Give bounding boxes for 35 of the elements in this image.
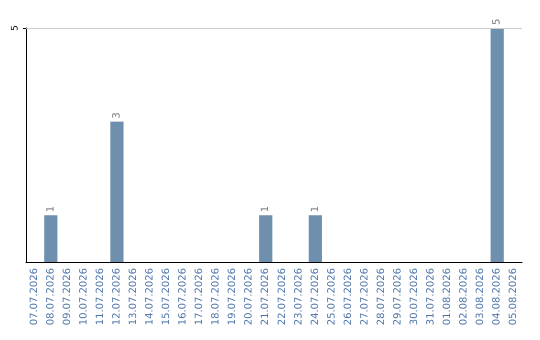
x-tick-label: 28.07.2026 (376, 268, 387, 326)
x-tick-label: 02.08.2026 (458, 268, 470, 326)
x-tick-label: 15.07.2026 (161, 268, 172, 326)
data-label: 3 (111, 112, 122, 119)
x-tick-label: 04.08.2026 (492, 268, 503, 326)
data-label: 1 (260, 206, 272, 212)
x-tick-label: 24.07.2026 (310, 268, 321, 326)
x-tick-label: 01.08.2026 (442, 268, 454, 326)
x-tick-label: 11.07.2026 (94, 268, 106, 326)
x-tick-label: 07.07.2026 (28, 268, 40, 326)
x-tick-label: 26.07.2026 (342, 268, 354, 326)
x-tick-label: 22.07.2026 (276, 268, 288, 326)
x-tick-label: 05.08.2026 (508, 268, 520, 326)
x-tick-label: 21.07.2026 (260, 268, 272, 326)
x-tick-label: 16.07.2026 (178, 268, 189, 326)
x-tick-label: 19.07.2026 (227, 268, 238, 326)
x-tick-label: 03.08.2026 (475, 268, 486, 326)
x-tick-label: 13.07.2026 (128, 268, 139, 326)
data-label: 5 (492, 18, 503, 25)
x-tick-label: 20.07.2026 (244, 268, 255, 326)
x-tick-label: 08.07.2026 (45, 268, 56, 326)
x-tick-label: 23.07.2026 (293, 268, 304, 326)
x-tick-label: 09.07.2026 (62, 268, 73, 326)
x-tick-label: 29.07.2026 (392, 268, 404, 326)
x-tick-label: 25.07.2026 (326, 268, 338, 326)
x-tick-label: 27.07.2026 (359, 268, 370, 326)
data-label: 1 (45, 206, 56, 212)
x-tick-label: 17.07.2026 (194, 268, 206, 326)
x-tick-label: 30.07.2026 (409, 268, 420, 326)
x-tick-label: 14.07.2026 (144, 268, 156, 326)
x-tick-label: 12.07.2026 (111, 268, 122, 326)
x-tick-label: 18.07.2026 (210, 268, 222, 326)
x-tick-label: 10.07.2026 (78, 268, 90, 326)
x-tick-label: 31.07.2026 (426, 268, 437, 326)
data-label: 1 (310, 206, 321, 212)
